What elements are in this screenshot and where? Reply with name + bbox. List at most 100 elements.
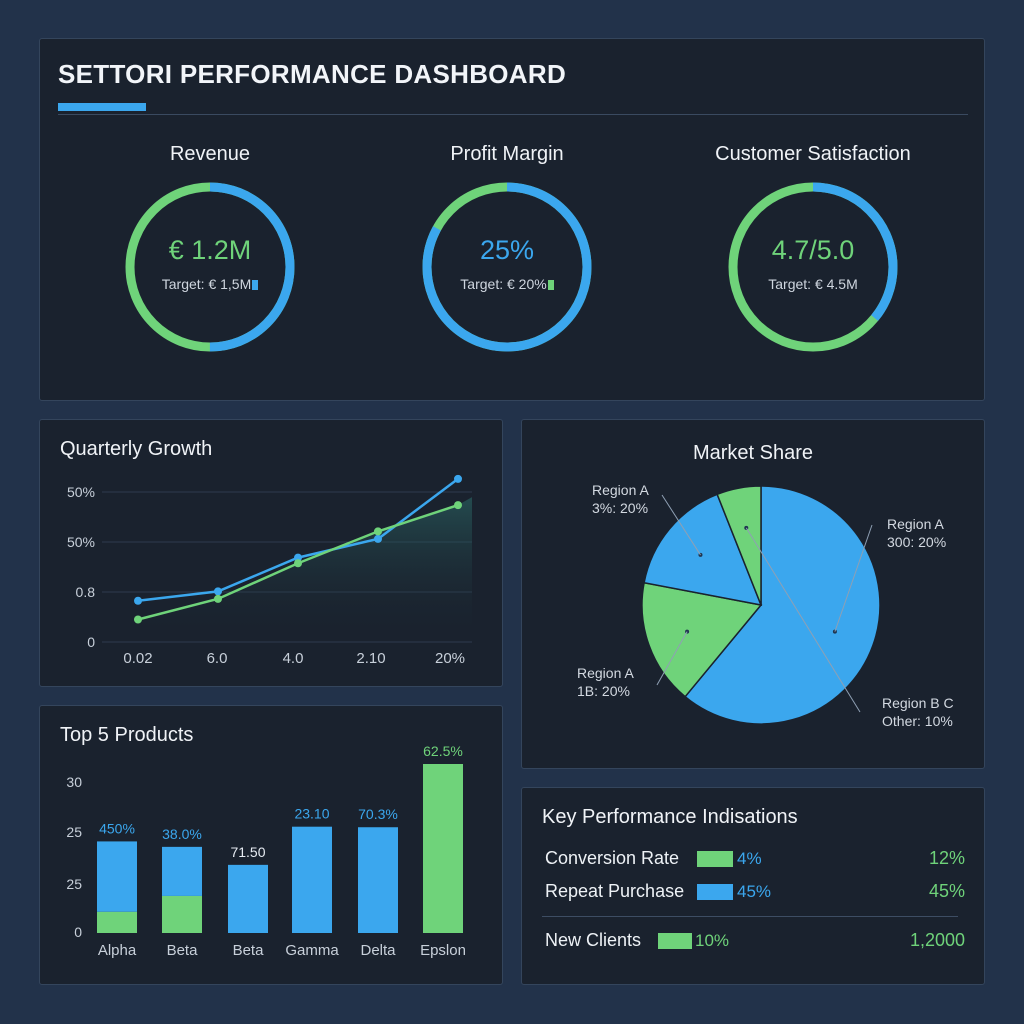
bar-segment bbox=[162, 846, 202, 896]
series-point bbox=[454, 474, 462, 483]
x-tick-label: Gamma bbox=[285, 942, 339, 959]
gauge-target-text: Target: € 20% bbox=[460, 276, 547, 292]
bar-segment bbox=[423, 764, 463, 933]
customer-satisfaction-gauge: Customer Satisfaction 4.7/5.0 Target: € … bbox=[663, 139, 963, 389]
gauge-target: Target: € 1,5M bbox=[60, 276, 360, 292]
kpi-swatch bbox=[658, 933, 692, 949]
kpi-row-repeat-purchase: Repeat Purchase 45% 45% bbox=[545, 881, 965, 905]
gauge-target: Target: € 4.5M bbox=[663, 276, 963, 292]
kpi-gauges-panel: SETTORI PERFORMANCE DASHBOARD Revenue € … bbox=[39, 38, 985, 401]
gauge-ring bbox=[125, 182, 295, 352]
title-divider bbox=[58, 114, 968, 115]
pie-label-region: Region A bbox=[592, 482, 649, 498]
kpi-value: 1,2000 bbox=[909, 930, 965, 950]
bar-segment bbox=[162, 895, 202, 933]
series-point bbox=[454, 501, 462, 510]
bar-segment bbox=[97, 911, 137, 933]
quarterly-growth-title: Quarterly Growth bbox=[60, 438, 213, 460]
top-products-title: Top 5 Products bbox=[60, 724, 194, 746]
leader-line bbox=[745, 527, 861, 713]
pie-slice bbox=[716, 485, 762, 606]
target-marker bbox=[547, 280, 554, 290]
bar-segment bbox=[292, 826, 332, 933]
market-share-title: Market Share bbox=[692, 442, 814, 464]
pie-label-right: Region A 300: 20% bbox=[887, 515, 946, 551]
x-tick-label: 6.0 bbox=[206, 650, 228, 667]
leader-line bbox=[656, 631, 688, 686]
kpi-swatch bbox=[697, 884, 733, 900]
x-tick-label: 4.0 bbox=[282, 650, 304, 667]
y-tick-label: 50% bbox=[66, 484, 95, 500]
series-point bbox=[134, 615, 142, 624]
kpi-name: Conversion Rate bbox=[545, 848, 680, 868]
x-tick-label: Alpha bbox=[98, 942, 137, 959]
pie-label-value: Other: 10% bbox=[882, 713, 953, 729]
series-point bbox=[214, 594, 222, 603]
x-tick-label: 2.10 bbox=[356, 650, 386, 667]
pie-label-value: 1B: 20% bbox=[577, 683, 630, 699]
quarterly-growth-panel: Quarterly Growth 50% 50% 0.8 0 0.02 6.0 … bbox=[39, 419, 503, 687]
kpi-swatch bbox=[697, 851, 733, 867]
pie-slice bbox=[684, 485, 881, 725]
kpi-row-new-clients: New Clients 10% 1,2000 bbox=[545, 930, 965, 954]
kpi-percent: 45% bbox=[737, 882, 772, 901]
series-point bbox=[374, 534, 382, 543]
gauge-label: Revenue bbox=[169, 143, 251, 165]
top-products-chart: 450% Alpha 38.0% Beta 71.50 Beta 23.10 Gamma 70.… bbox=[97, 743, 466, 959]
x-tick-label: Beta bbox=[233, 942, 265, 959]
bar-data-label: 38.0% bbox=[162, 826, 202, 842]
kpi-value: 12% bbox=[928, 848, 965, 868]
quarterly-growth-chart bbox=[102, 474, 472, 643]
pie-label-region: Region A bbox=[577, 665, 634, 681]
bar-segment bbox=[358, 827, 398, 933]
series-point bbox=[294, 553, 302, 562]
area-fill bbox=[138, 497, 472, 642]
gauge-ring-blue bbox=[728, 182, 898, 352]
bar-data-label: 71.50 bbox=[230, 844, 265, 860]
gauge-ring-blue bbox=[422, 182, 592, 352]
pie-label-bottom-right: Region B C Other: 10% bbox=[882, 694, 954, 730]
bar-data-label: 23.10 bbox=[294, 806, 329, 822]
revenue-gauge: Revenue € 1.2M Target: € 1,5M bbox=[60, 139, 360, 389]
y-tick-label: 30 bbox=[66, 774, 82, 790]
bar-segment bbox=[228, 864, 268, 933]
kpi-row-conversion-rate: Conversion Rate 4% 12% bbox=[545, 848, 965, 872]
title-accent-bar bbox=[58, 103, 146, 111]
gauge-label: Profit Margin bbox=[450, 143, 564, 165]
gauge-target-text: Target: € 1,5M bbox=[161, 276, 252, 292]
x-tick-label: 0.02 bbox=[123, 650, 153, 667]
kpi-percent: 4% bbox=[737, 849, 762, 868]
dashboard-title: SETTORI PERFORMANCE DASHBOARD bbox=[58, 59, 567, 89]
y-tick-label: 25 bbox=[66, 824, 82, 840]
bar-segment bbox=[97, 841, 137, 912]
gauge-ring bbox=[728, 182, 898, 352]
gauge-target-text: Target: € 4.5M bbox=[768, 276, 858, 292]
gauge-label: Customer Satisfaction bbox=[715, 143, 911, 165]
pie-label-value: 3%: 20% bbox=[592, 500, 649, 516]
y-tick-label: 0.8 bbox=[75, 584, 95, 600]
target-marker bbox=[252, 280, 259, 290]
gauge-ring bbox=[422, 182, 592, 352]
kpi-divider bbox=[542, 916, 958, 917]
series-point bbox=[374, 527, 382, 536]
kpi-value: 45% bbox=[928, 881, 965, 901]
x-tick-label: Delta bbox=[360, 942, 396, 959]
market-share-pie bbox=[641, 485, 881, 725]
pie-label-region: Region B C bbox=[882, 695, 954, 711]
series-point bbox=[294, 559, 302, 568]
pie-label-top-left: Region A 3%: 20% bbox=[592, 481, 649, 517]
pie-label-region: Region A bbox=[887, 516, 944, 532]
bar-data-label: 62.5% bbox=[423, 743, 463, 759]
bar-data-label: 70.3% bbox=[358, 806, 398, 822]
y-tick-label: 0 bbox=[87, 634, 95, 650]
series-point bbox=[214, 587, 222, 596]
kpi-title: Key Performance Indisations bbox=[542, 806, 798, 828]
leader-line bbox=[834, 524, 873, 632]
kpi-name: New Clients bbox=[545, 930, 642, 950]
top-products-panel: Top 5 Products 30 25 25 0 450% Alpha 38.0%… bbox=[39, 705, 503, 985]
pie-label-value: 300: 20% bbox=[887, 534, 947, 550]
series-point bbox=[134, 596, 142, 605]
gauge-value: € 1.2M bbox=[168, 235, 252, 265]
pie-label-bottom-left: Region A 1B: 20% bbox=[577, 664, 634, 700]
kpi-name: Repeat Purchase bbox=[545, 881, 685, 901]
